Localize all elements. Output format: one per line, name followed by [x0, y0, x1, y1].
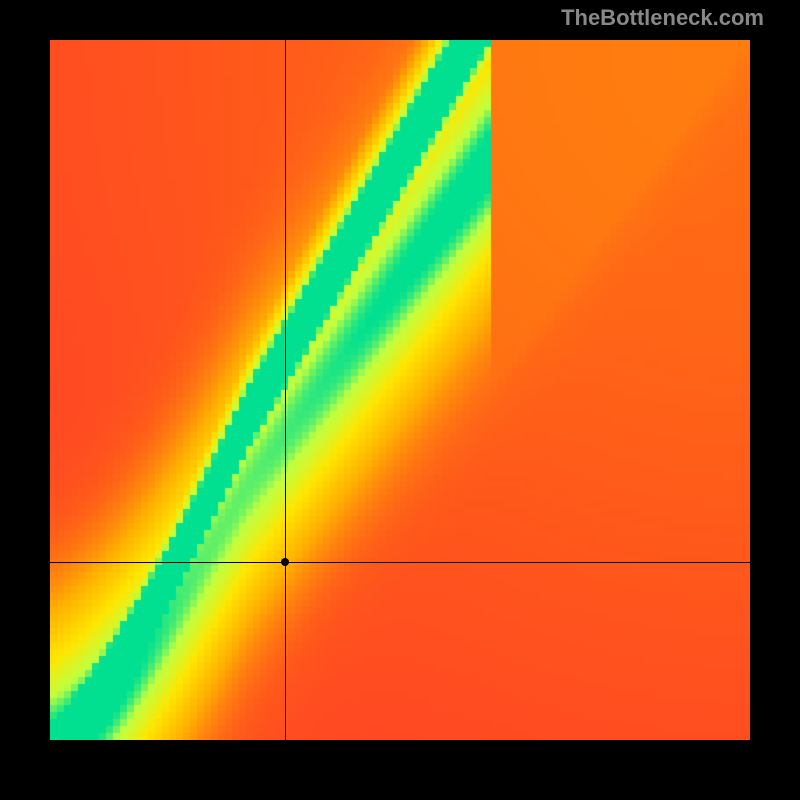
crosshair-horizontal	[50, 562, 750, 563]
heatmap-chart	[50, 40, 750, 740]
watermark-text: TheBottleneck.com	[561, 5, 764, 31]
crosshair-marker	[281, 558, 289, 566]
heatmap-canvas	[50, 40, 750, 740]
crosshair-vertical	[285, 40, 286, 740]
